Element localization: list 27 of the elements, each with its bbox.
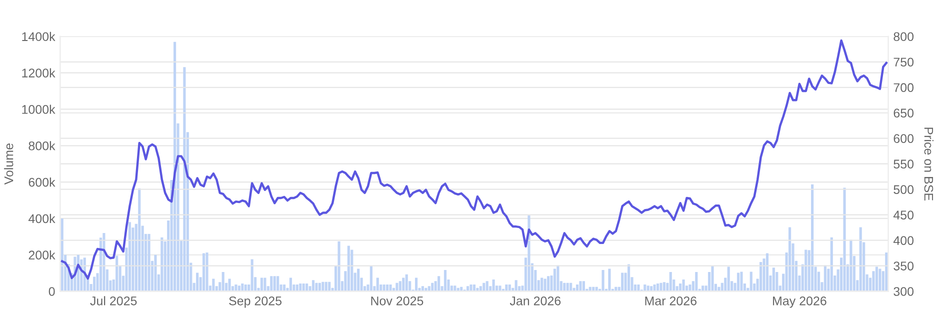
- y2-tick-label: 700: [894, 83, 914, 92]
- x-tick-label: Jan 2026: [510, 296, 561, 306]
- y2-axis-title: Price on BSE: [924, 128, 934, 200]
- y2-tick-label: 800: [894, 32, 914, 42]
- y-tick-label: 0: [48, 287, 55, 296]
- y2-tick-label: 650: [894, 108, 914, 118]
- y-tick-label: 200k: [28, 250, 56, 260]
- y-tick-label: 1000k: [22, 104, 56, 114]
- y-tick-label: 1400k: [22, 32, 56, 42]
- x-tick-label: Nov 2025: [371, 296, 424, 306]
- y2-tick-label: 300: [894, 287, 914, 296]
- y-axis-title: Volume: [4, 144, 14, 185]
- x-tick-label: Jul 2025: [90, 296, 137, 306]
- y2-tick-label: 750: [894, 58, 914, 67]
- y-tick-label: 1200k: [22, 68, 56, 78]
- y2-tick-label: 400: [893, 236, 914, 245]
- x-tick-label: May 2026: [773, 296, 826, 308]
- y2-tick-label: 600: [894, 134, 914, 144]
- y-tick-label: 800k: [28, 141, 56, 150]
- y-tick-label: 600k: [28, 178, 56, 187]
- x-tick-label: Mar 2026: [645, 296, 696, 306]
- y2-tick-label: 350: [894, 262, 914, 270]
- y2-tick-label: 500: [894, 185, 914, 194]
- y-tick-label: 400k: [28, 214, 56, 224]
- y2-tick-label: 550: [894, 160, 914, 168]
- x-tick-label: Sep 2025: [229, 296, 282, 308]
- y2-tick-label: 450: [893, 210, 914, 220]
